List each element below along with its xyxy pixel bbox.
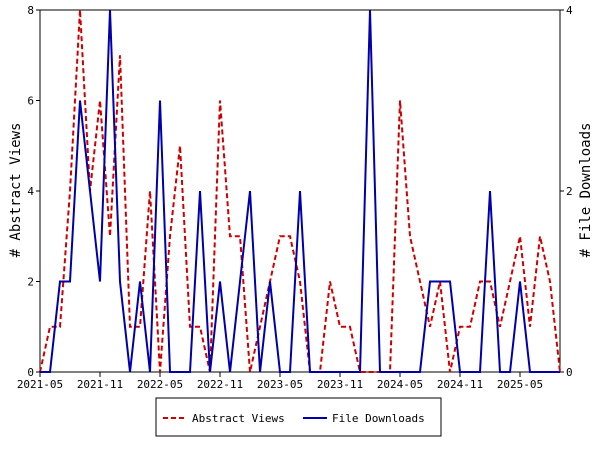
right-tick-label: 0 bbox=[566, 366, 573, 379]
right-tick-label: 4 bbox=[566, 4, 573, 17]
x-tick-label: 2021-05 bbox=[17, 378, 63, 391]
plot-area bbox=[39, 9, 561, 373]
x-tick-label: 2024-11 bbox=[437, 378, 483, 391]
series-line-file-downloads bbox=[40, 9, 560, 373]
x-tick-label: 2025-05 bbox=[497, 378, 543, 391]
legend-label-file-downloads: File Downloads bbox=[332, 412, 425, 425]
left-axis-title: # Abstract Views bbox=[8, 123, 24, 258]
x-tick-label: 2022-11 bbox=[197, 378, 243, 391]
right-axis-ticks: 0 2 4 bbox=[560, 4, 573, 379]
series-line-abstract-views bbox=[39, 9, 561, 373]
x-tick-label: 2021-11 bbox=[77, 378, 123, 391]
left-tick-label: 0 bbox=[27, 366, 34, 379]
legend: Abstract Views File Downloads bbox=[155, 397, 442, 437]
legend-label-abstract-views: Abstract Views bbox=[192, 412, 285, 425]
right-tick-label: 2 bbox=[566, 185, 573, 198]
x-axis-ticks: 2021-05 2021-11 2022-05 2022-11 2023-05 2023-… bbox=[17, 372, 543, 391]
left-tick-label: 4 bbox=[27, 185, 34, 198]
left-tick-label: 8 bbox=[27, 4, 34, 17]
x-tick-label: 2024-05 bbox=[377, 378, 423, 391]
legend-box bbox=[155, 397, 442, 437]
left-axis-ticks: 0 2 4 6 8 bbox=[27, 4, 40, 379]
left-tick-label: 6 bbox=[27, 95, 34, 108]
left-tick-label: 2 bbox=[27, 276, 34, 289]
right-axis-title: # File Downloads bbox=[578, 123, 594, 258]
x-tick-label: 2022-05 bbox=[137, 378, 183, 391]
x-tick-label: 2023-11 bbox=[317, 378, 363, 391]
x-tick-label: 2023-05 bbox=[257, 378, 303, 391]
